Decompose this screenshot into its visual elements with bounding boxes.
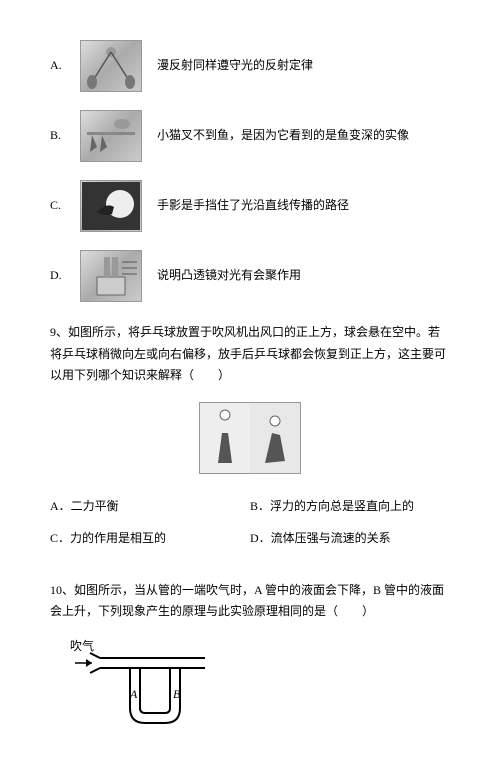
q8-option-b: B. 小猫叉不到鱼，是因为它看到的是鱼变深的实像: [50, 110, 450, 162]
q10-stem: 10、如图所示，当从管的一端吹气时，A 管中的液面会下降，B 管中的液面会上升，…: [50, 580, 450, 623]
q10-figure: 吹气 A B: [70, 638, 450, 728]
q9-figure: [50, 402, 450, 482]
q9-choice-c: C．力的作用是相互的: [50, 528, 250, 550]
option-label: A.: [50, 55, 80, 77]
figure-convex-lens: [80, 250, 142, 302]
q8-option-c: C. 手影是手挡住了光沿直线传播的路径: [50, 180, 450, 232]
q9-choices: A．二力平衡 B．浮力的方向总是竖直向上的 C．力的作用是相互的 D．流体压强与…: [50, 496, 450, 559]
option-text: 漫反射同样遵守光的反射定律: [157, 55, 450, 77]
figure-cat-fish: [80, 110, 142, 162]
figure-hand-shadow: [80, 180, 142, 232]
q9-choice-b: B．浮力的方向总是竖直向上的: [250, 496, 450, 518]
tube-b-label: B: [173, 687, 181, 701]
option-label: B.: [50, 125, 80, 147]
option-label: C.: [50, 195, 80, 217]
q8-option-d: D. 说明凸透镜对光有会聚作用: [50, 250, 450, 302]
option-text: 小猫叉不到鱼，是因为它看到的是鱼变深的实像: [157, 125, 450, 147]
figure-diffuse-reflection: [80, 40, 142, 92]
option-text: 说明凸透镜对光有会聚作用: [157, 265, 450, 287]
blow-label: 吹气: [70, 638, 94, 653]
q8-option-a: A. 漫反射同样遵守光的反射定律: [50, 40, 450, 92]
option-label: D.: [50, 265, 80, 287]
q9-stem: 9、如图所示，将乒乓球放置于吹风机出风口的正上方，球会悬在空中。若将乒乓球稍微向…: [50, 322, 450, 387]
q9-choice-d: D．流体压强与流速的关系: [250, 528, 450, 550]
q8-options: A. 漫反射同样遵守光的反射定律 B. 小猫叉不到鱼，是因为它看到的是鱼变深的实…: [50, 40, 450, 302]
q9-choice-a: A．二力平衡: [50, 496, 250, 518]
tube-a-label: A: [129, 687, 138, 701]
option-text: 手影是手挡住了光沿直线传播的路径: [157, 195, 450, 217]
